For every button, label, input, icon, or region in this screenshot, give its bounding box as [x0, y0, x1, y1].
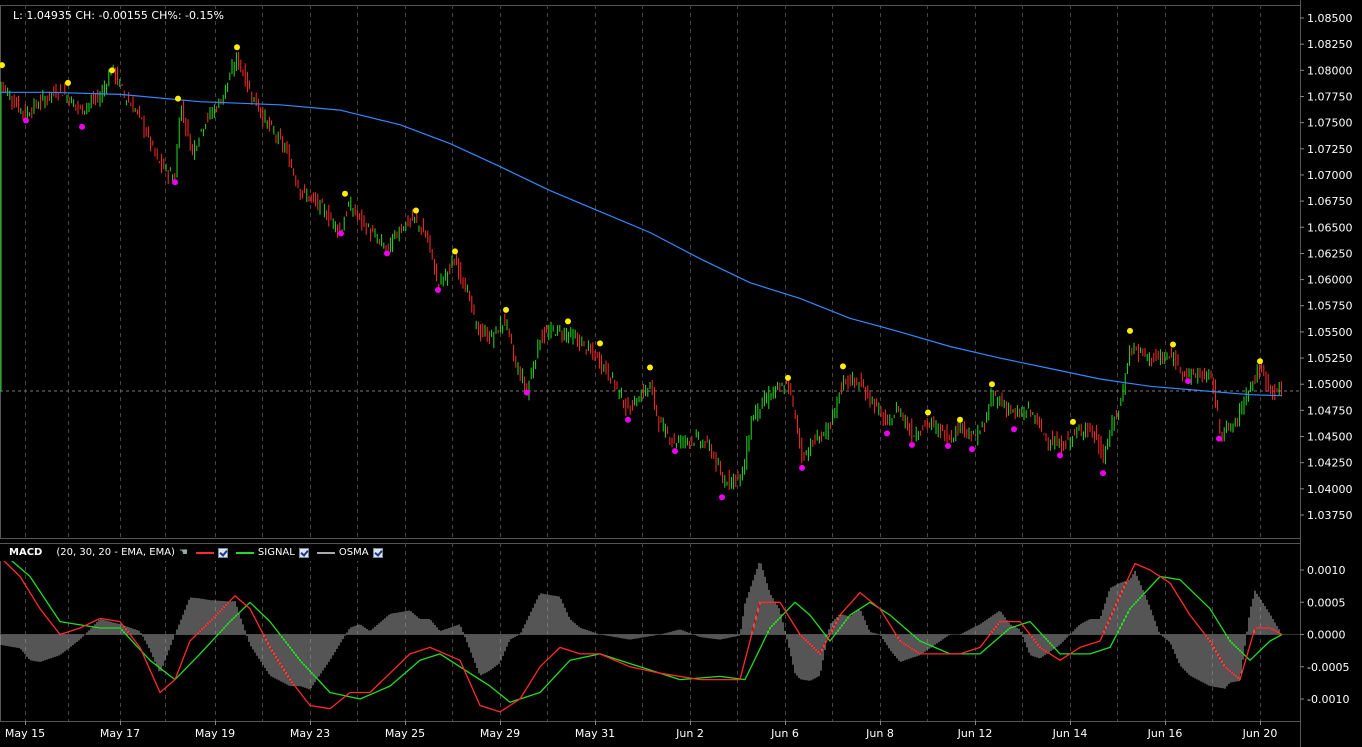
price-tick-label: 1.04000 [1307, 483, 1353, 496]
x-tick-label: Jun 20 [1242, 727, 1278, 740]
fractal-low-marker [1100, 470, 1106, 477]
fractal-high-marker [1257, 358, 1263, 365]
fractal-high-marker [342, 190, 348, 197]
fractal-high-marker [109, 67, 115, 74]
x-tick-label: Jun 14 [1052, 727, 1088, 740]
price-tick-label: 1.06750 [1307, 195, 1353, 208]
x-tick-label: May 25 [385, 727, 425, 740]
fractal-high-marker [1070, 418, 1076, 425]
x-tick-label: May 31 [575, 727, 615, 740]
fractal-low-marker [672, 448, 678, 455]
price-tick-label: 1.06000 [1307, 274, 1353, 287]
fractal-low-marker [884, 430, 890, 437]
x-tick-label: Jun 6 [770, 727, 799, 740]
fractal-low-marker [172, 179, 178, 186]
fractal-high-marker [175, 95, 181, 102]
price-tick-label: 1.05500 [1307, 326, 1353, 339]
price-tick-label: 1.08250 [1307, 38, 1353, 51]
macd-visible-checkbox[interactable] [217, 547, 228, 558]
x-tick-label: May 29 [480, 727, 520, 740]
fractal-low-marker [1216, 435, 1222, 442]
moving-average-line [0, 91, 1283, 397]
fractal-high-marker [840, 363, 846, 370]
price-tick-label: 1.04750 [1307, 404, 1353, 417]
fractal-high-marker [413, 207, 419, 214]
price-tick-label: 1.07500 [1307, 117, 1353, 130]
price-tick-label: 1.05250 [1307, 352, 1353, 365]
fractal-low-marker [384, 250, 390, 257]
price-tick-label: 1.06250 [1307, 247, 1353, 260]
price-tick-label: 1.08500 [1307, 12, 1353, 25]
x-tick-label: May 23 [290, 727, 330, 740]
fractal-high-marker [647, 364, 653, 371]
fractal-high-marker [785, 374, 791, 381]
hand-icon[interactable]: ☚ [178, 547, 188, 558]
signal-line [0, 550, 1283, 703]
osma-line-swatch [316, 551, 335, 554]
fractal-high-marker [234, 44, 240, 51]
x-tick-label: May 15 [5, 727, 45, 740]
macd-tick-label: -0.0005 [1307, 661, 1349, 674]
fractal-high-marker [1127, 327, 1133, 334]
price-tick-label: 1.08000 [1307, 64, 1353, 77]
fractal-high-marker [452, 248, 458, 255]
osma-label: OSMA [338, 547, 369, 558]
fractal-low-marker [909, 441, 915, 448]
macd-line-swatch [195, 551, 214, 554]
x-tick-label: Jun 16 [1147, 727, 1183, 740]
macd-tick-label: -0.0010 [1307, 693, 1349, 706]
price-tick-label: 1.04250 [1307, 457, 1353, 470]
x-tick-label: May 17 [100, 727, 140, 740]
fractal-high-marker [0, 62, 5, 69]
price-tick-label: 1.04500 [1307, 431, 1353, 444]
fractal-high-marker [565, 318, 571, 325]
fractal-low-marker [435, 287, 441, 294]
price-tick-label: 1.07750 [1307, 90, 1353, 103]
fractal-high-marker [65, 79, 71, 86]
fractal-low-marker [1011, 426, 1017, 433]
macd-tick-label: 0.0010 [1307, 564, 1346, 577]
macd-params: (20, 30, 20 - EMA, EMA) [56, 547, 175, 558]
fractal-low-marker [1185, 378, 1191, 385]
x-tick-label: May 19 [195, 727, 235, 740]
fractal-high-marker [925, 409, 931, 416]
signal-line-swatch [235, 551, 254, 554]
fractal-low-marker [23, 117, 29, 124]
macd-tick-label: 0.0005 [1307, 596, 1346, 609]
price-tick-label: 1.05000 [1307, 378, 1353, 391]
fractal-high-marker [597, 340, 603, 347]
x-tick-label: Jun 12 [957, 727, 993, 740]
macd-line [0, 556, 1283, 713]
price-info-line: L: 1.04935 CH: -0.00155 CH%: -0.15% [13, 9, 224, 22]
fractal-high-marker [503, 306, 509, 313]
fractal-low-marker [1057, 452, 1063, 459]
osma-visible-checkbox[interactable] [372, 547, 383, 558]
price-tick-label: 1.03750 [1307, 509, 1353, 522]
macd-tick-label: 0.0000 [1307, 629, 1346, 642]
price-tick-label: 1.07250 [1307, 143, 1353, 156]
price-tick-label: 1.07000 [1307, 169, 1353, 182]
fractal-low-marker [338, 230, 344, 237]
fractal-low-marker [969, 446, 975, 453]
x-tick-label: Jun 2 [675, 727, 704, 740]
fractal-low-marker [79, 123, 85, 130]
fractal-high-marker [1170, 341, 1176, 348]
fractal-high-marker [957, 416, 963, 423]
macd-legend: MACD (20, 30, 20 - EMA, EMA) ☚ SIGNAL OS… [0, 544, 389, 561]
signal-label: SIGNAL [257, 547, 295, 558]
price-tick-label: 1.05750 [1307, 300, 1353, 313]
signal-visible-checkbox[interactable] [298, 547, 309, 558]
x-tick-label: Jun 8 [865, 727, 894, 740]
macd-label: MACD [9, 547, 43, 558]
fractal-low-marker [625, 416, 631, 423]
fractal-low-marker [719, 494, 725, 501]
fractal-high-marker [989, 381, 995, 388]
fractal-low-marker [799, 464, 805, 471]
fractal-low-marker [524, 389, 530, 396]
fractal-low-marker [945, 442, 951, 449]
price-tick-label: 1.06500 [1307, 221, 1353, 234]
